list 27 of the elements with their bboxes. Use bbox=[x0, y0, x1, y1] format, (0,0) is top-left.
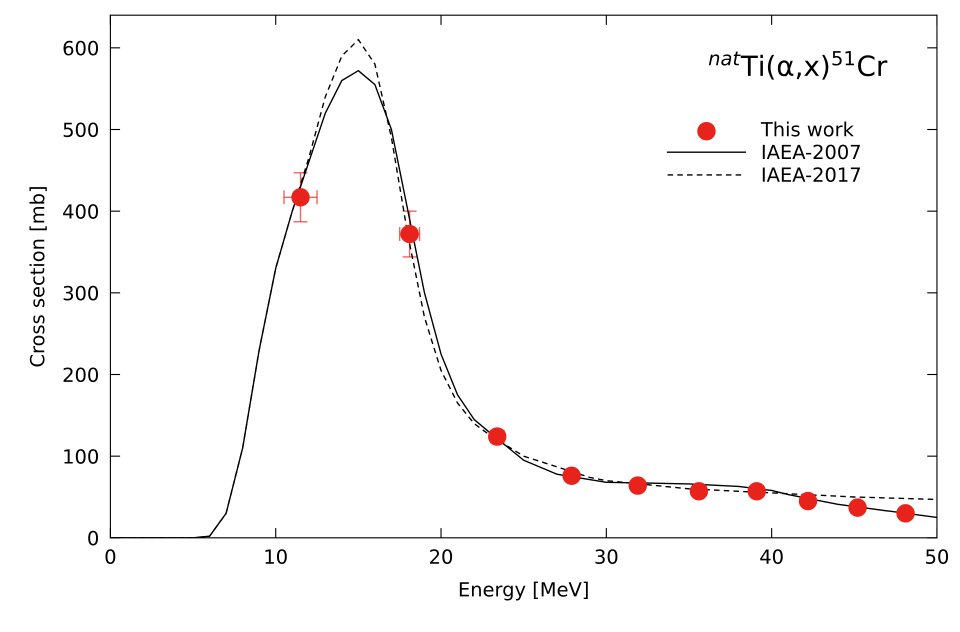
x-axis-title: Energy [MeV] bbox=[460, 582, 588, 600]
legend-label: This work bbox=[760, 122, 854, 137]
point bbox=[628, 476, 647, 495]
x-tick-label: 30 bbox=[595, 549, 618, 564]
y-tick-label: 400 bbox=[63, 204, 98, 219]
point bbox=[748, 482, 766, 500]
x-tick-label: 0 bbox=[105, 549, 116, 564]
point bbox=[291, 188, 310, 206]
text: $^{nat}$Ti(α,x)$^{51}$Cr bbox=[708, 51, 888, 80]
legend-label: IAEA-2007 bbox=[762, 144, 860, 160]
legend-label: IAEA-2017 bbox=[762, 167, 860, 182]
x-tick-label: 50 bbox=[926, 549, 948, 564]
point bbox=[562, 466, 581, 485]
y-tick-label: 500 bbox=[64, 122, 98, 138]
y-tick-label: 100 bbox=[64, 449, 98, 464]
x-tick-label: 40 bbox=[760, 549, 783, 564]
point bbox=[798, 492, 818, 510]
point bbox=[896, 504, 915, 523]
x-tick-label: 20 bbox=[430, 549, 452, 564]
x-tick-label: 10 bbox=[265, 549, 287, 564]
y-tick-label: 600 bbox=[64, 40, 98, 56]
y-axis-title: Cross section [mb] bbox=[29, 187, 47, 366]
y-tick-label: 200 bbox=[64, 367, 98, 382]
point bbox=[690, 482, 708, 500]
y-tick-label: 0 bbox=[88, 530, 98, 546]
y-tick-label: 300 bbox=[64, 286, 98, 300]
point bbox=[848, 498, 867, 517]
